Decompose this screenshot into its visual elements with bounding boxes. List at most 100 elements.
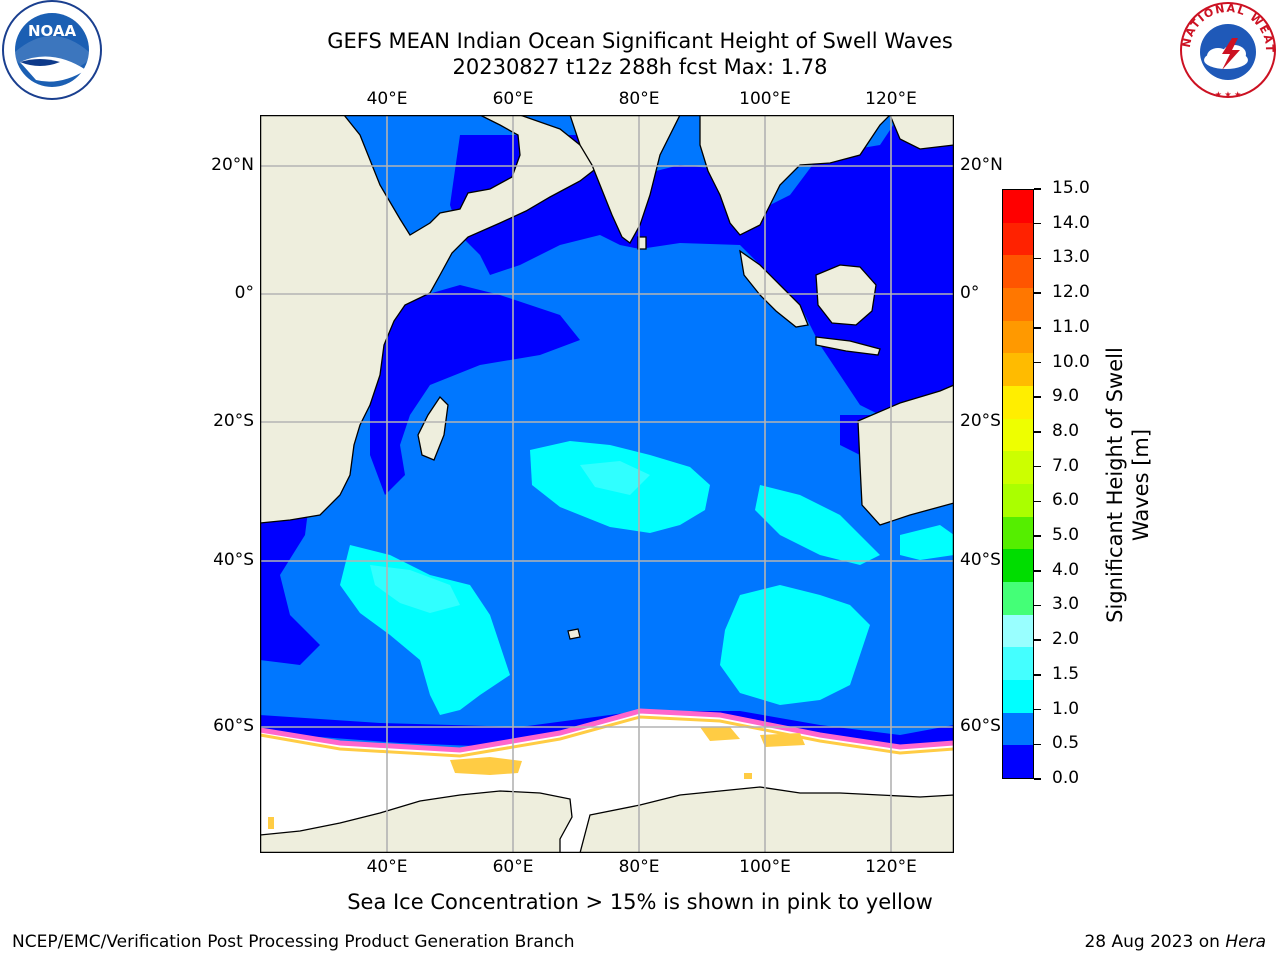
colorbar-tick-label-9: 6.0 xyxy=(1052,490,1080,511)
colorbar-tick-mark-17 xyxy=(1034,778,1041,780)
sumatra-island xyxy=(739,249,809,328)
lon-label-top-3: 100°E xyxy=(739,89,791,109)
colorbar-tick-label-7: 8.0 xyxy=(1052,420,1080,441)
colorbar-tick-mark-15 xyxy=(1034,708,1041,711)
kerguelen-island xyxy=(567,628,581,640)
footer-date-text: 28 Aug 2023 on xyxy=(1084,932,1226,952)
colorbar-label-line2: Waves [m] xyxy=(1129,428,1153,542)
lat-label-left-4: 60°S xyxy=(213,716,254,736)
southeast-asia-landmass xyxy=(699,115,954,236)
colorbar-bin-11 xyxy=(1003,549,1033,583)
colorbar-tick-mark-16 xyxy=(1034,743,1041,746)
nws-logo: NATIONAL WEATHER SERVICE ★ ★ ★ xyxy=(1171,0,1280,104)
noaa-logo: NOAA xyxy=(0,0,104,104)
colorbar-tick-label-8: 7.0 xyxy=(1052,455,1080,476)
lat-label-right-1: 0° xyxy=(960,283,980,303)
lon-label-bottom-0: 40°E xyxy=(366,857,408,877)
java-island xyxy=(815,336,881,356)
africa-landmass xyxy=(260,115,599,524)
lon-label-bottom-1: 60°E xyxy=(492,857,534,877)
map-canvas xyxy=(259,114,955,854)
colorbar-tick-mark-11 xyxy=(1034,570,1041,572)
lat-label-left-0: 20°N xyxy=(211,155,254,175)
colorbar-label-line1: Significant Height of Swell xyxy=(1103,347,1127,623)
colorbar-tick-mark-0 xyxy=(1034,188,1041,190)
colorbar xyxy=(1002,189,1034,779)
colorbar-tick-label-11: 4.0 xyxy=(1052,559,1080,580)
colorbar-tick-label-14: 1.5 xyxy=(1052,663,1080,684)
colorbar-tick-mark-14 xyxy=(1034,674,1041,676)
ocean-lighter-regions xyxy=(370,461,650,613)
lat-label-left-1: 0° xyxy=(234,283,254,303)
colorbar-tick-mark-5 xyxy=(1034,361,1041,364)
lon-label-bottom-4: 120°E xyxy=(865,857,917,877)
colorbar-tick-mark-9 xyxy=(1034,500,1041,503)
colorbar-bin-7 xyxy=(1003,418,1033,452)
colorbar-tick-mark-7 xyxy=(1034,431,1041,433)
lat-label-right-0: 20°N xyxy=(960,155,1003,175)
footer-credit: NCEP/EMC/Verification Post Processing Pr… xyxy=(12,932,575,952)
colorbar-bin-8 xyxy=(1003,451,1033,485)
colorbar-tick-label-6: 9.0 xyxy=(1052,386,1080,407)
colorbar-bin-12 xyxy=(1003,582,1033,615)
lon-label-top-0: 40°E xyxy=(366,89,408,109)
colorbar-tick-mark-10 xyxy=(1034,535,1041,537)
lon-label-top-2: 80°E xyxy=(618,89,660,109)
colorbar-tick-mark-3 xyxy=(1034,292,1041,294)
colorbar-bin-0 xyxy=(1003,190,1033,223)
colorbar-label: Significant Height of Swell Waves [m] xyxy=(1102,275,1158,695)
colorbar-bin-6 xyxy=(1003,386,1033,419)
map-panel xyxy=(259,114,955,854)
colorbar-bin-16 xyxy=(1003,712,1033,746)
colorbar-tick-mark-12 xyxy=(1034,604,1041,607)
colorbar-bin-3 xyxy=(1003,288,1033,321)
lat-label-left-3: 40°S xyxy=(213,550,254,570)
colorbar-bin-10 xyxy=(1003,516,1033,550)
land-masses xyxy=(260,115,954,853)
footer-host: Hera xyxy=(1225,932,1266,952)
india-landmass xyxy=(569,115,681,244)
lon-label-top-1: 60°E xyxy=(492,89,534,109)
colorbar-tick-mark-4 xyxy=(1034,327,1041,329)
lon-label-bottom-2: 80°E xyxy=(618,857,660,877)
lat-label-right-2: 20°S xyxy=(960,411,1001,431)
colorbar-tick-label-4: 11.0 xyxy=(1052,316,1090,337)
footer-date: 28 Aug 2023 on Hera xyxy=(1084,932,1266,952)
colorbar-bin-14 xyxy=(1003,647,1033,681)
lat-label-right-4: 60°S xyxy=(960,716,1001,736)
map-gridlines xyxy=(260,115,954,853)
madagascar-island xyxy=(417,395,449,461)
colorbar-bin-2 xyxy=(1003,255,1033,289)
colorbar-bin-4 xyxy=(1003,320,1033,354)
colorbar-tick-label-15: 1.0 xyxy=(1052,698,1080,719)
colorbar-bin-5 xyxy=(1003,353,1033,387)
colorbar-tick-label-5: 10.0 xyxy=(1052,351,1090,372)
antarctica-landmass xyxy=(260,790,573,853)
colorbar-tick-label-0: 15.0 xyxy=(1052,178,1090,198)
colorbar-tick-label-16: 0.5 xyxy=(1052,733,1080,754)
colorbar-tick-label-12: 3.0 xyxy=(1052,594,1080,615)
colorbar-bins xyxy=(1003,190,1033,779)
colorbar-bin-15 xyxy=(1003,680,1033,713)
colorbar-tick-mark-6 xyxy=(1034,396,1041,398)
colorbar-tick-label-1: 14.0 xyxy=(1052,212,1090,233)
colorbar-bin-13 xyxy=(1003,614,1033,648)
svg-text:★ ★ ★: ★ ★ ★ xyxy=(1215,90,1242,99)
lat-label-left-2: 20°S xyxy=(213,411,254,431)
colorbar-tick-mark-2 xyxy=(1034,257,1041,260)
colorbar-bin-1 xyxy=(1003,222,1033,256)
colorbar-bin-9 xyxy=(1003,484,1033,517)
borneo-island xyxy=(815,264,877,326)
colorbar-tick-label-3: 12.0 xyxy=(1052,282,1090,303)
lon-label-bottom-3: 100°E xyxy=(739,857,791,877)
colorbar-tick-label-2: 13.0 xyxy=(1052,247,1090,268)
colorbar-bin-17 xyxy=(1003,745,1033,779)
colorbar-tick-mark-1 xyxy=(1034,222,1041,225)
colorbar-tick-mark-13 xyxy=(1034,639,1041,641)
map-title: GEFS MEAN Indian Ocean Significant Heigh… xyxy=(327,29,953,53)
colorbar-tick-mark-8 xyxy=(1034,465,1041,468)
noaa-logo-text: NOAA xyxy=(28,22,77,40)
map-subtitle: 20230827 t12z 288h fcst Max: 1.78 xyxy=(452,55,828,79)
australia-landmass xyxy=(857,384,954,526)
lat-label-right-3: 40°S xyxy=(960,550,1001,570)
